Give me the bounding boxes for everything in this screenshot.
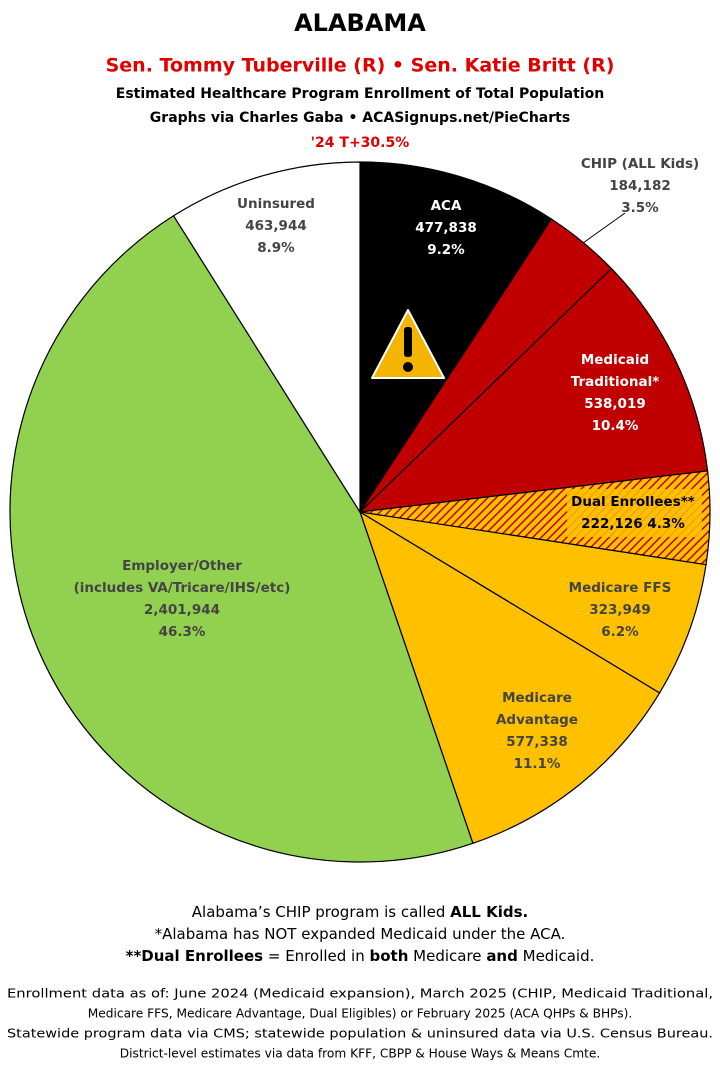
label-background [567,489,702,537]
leader-line [582,212,626,244]
slice-value: 222,126 4.3% [581,516,685,532]
note-segment: Medicaid. [518,947,595,965]
slice-label: Traditional* [571,374,660,390]
description: Estimated Healthcare Program Enrollment … [116,86,604,102]
slice-label: Dual Enrollees** [571,494,695,510]
chart-title: ALABAMA [294,9,426,37]
pie-slice [9,214,474,863]
pie-slice [358,510,661,845]
pie-slice [358,267,709,513]
slice-value: 222,126 [581,516,643,532]
slice-label: Medicare FFS [569,580,672,596]
slice-percent: 4.3% [647,516,685,532]
note-segment: ALL Kids. [450,903,528,921]
footer-line: Medicare FFS, Medicare Advantage, Dual E… [88,1007,633,1021]
note: **Dual Enrollees = Enrolled in both Medi… [126,947,595,965]
note-segment: *Alabama has NOT expanded Medicaid under… [155,925,566,943]
subtitle: Sen. Tommy Tuberville (R) • Sen. Katie B… [106,55,615,77]
slice-percent: 46.3% [159,624,206,640]
note: *Alabama has NOT expanded Medicaid under… [155,925,566,943]
slice-percent: 11.1% [514,756,561,772]
slice-percent: 9.2% [427,242,465,258]
partisan-lean: '24 T+30.5% [311,135,410,151]
note-segment: both [370,947,409,965]
notes: Alabama’s CHIP program is called ALL Kid… [126,903,595,965]
slice-percent: 3.5% [621,200,659,216]
slice-value: 477,838 [415,220,477,236]
pie [9,161,711,863]
description: Graphs via Charles Gaba • ACASignups.net… [150,110,570,126]
slice-label: Uninsured [237,196,315,212]
slice-value: 538,019 [584,396,646,412]
pie-slice [359,161,553,515]
slice-value: 463,944 [245,218,307,234]
slice-label: (includes VA/Tricare/IHS/etc) [74,580,291,596]
note-segment: Alabama’s CHIP program is called [192,903,450,921]
slice-label: CHIP (ALL Kids) [581,156,699,172]
note-segment: **Dual Enrollees [126,947,264,965]
note: Alabama’s CHIP program is called ALL Kid… [192,903,528,921]
pie-slice [172,161,361,515]
slice-value: 2,401,944 [144,602,220,618]
slice-percent: 8.9% [257,240,295,256]
note-segment: and [486,947,518,965]
slice-percent: 10.4% [592,418,639,434]
slice-value: 184,182 [609,178,671,194]
footer: Enrollment data as of: June 2024 (Medica… [7,987,713,1061]
slice-label: Employer/Other [122,558,242,574]
slice-value: 323,949 [589,602,651,618]
slice-label: Medicare [502,690,572,706]
footer-line: Statewide program data via CMS; statewid… [7,1027,713,1041]
slice-label: ACA [431,198,462,214]
footer-line: Enrollment data as of: June 2024 (Medica… [7,987,713,1001]
slice-label: Medicaid [581,352,649,368]
pie-slice [359,511,707,694]
warning-icon [371,309,445,379]
note-segment: = Enrolled in [263,947,369,965]
slice-labels: ACA 477,838 9.2% CHIP (ALL Kids) 184,182 3.5%… [74,156,702,772]
footer-line: District-level estimates via data from K… [120,1047,601,1061]
slice-value: 577,338 [506,734,568,750]
slice-label: Advantage [496,712,578,728]
note-segment: Medicare [408,947,486,965]
slice-percent: 6.2% [601,624,639,640]
